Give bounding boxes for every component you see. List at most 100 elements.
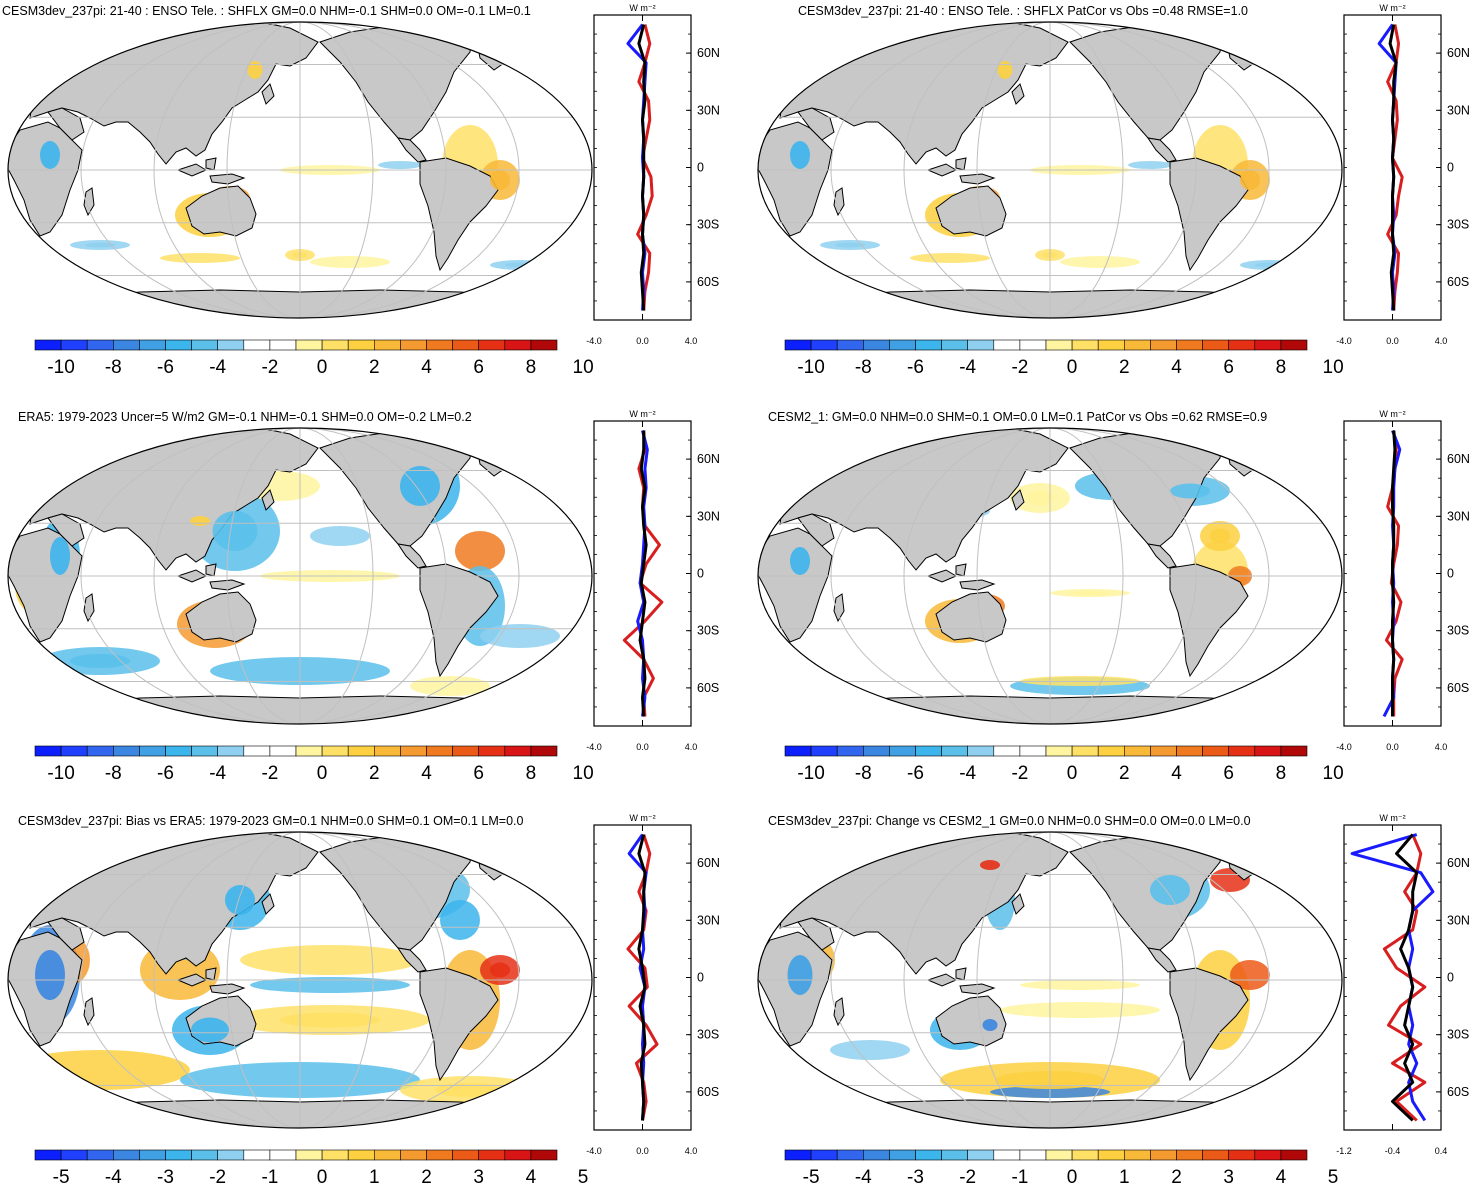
x-tick-label: -4.0: [586, 742, 602, 752]
land-mass: [185, 591, 257, 643]
land-mass: [261, 489, 275, 511]
shading-patch: [858, 32, 882, 48]
colorbar: -10 -8 -6 -4 -2 0 2 4 6 8 10: [784, 745, 1344, 784]
colorbar-cell: [86, 745, 114, 757]
colorbar-cell: [373, 339, 401, 351]
colorbar-cell: [400, 339, 427, 351]
x-tick-label: 0.0: [636, 336, 649, 346]
shading-patch: [310, 256, 390, 268]
colorbar-cell: [993, 1149, 1021, 1161]
lat-tick-label: 30S: [697, 1028, 719, 1042]
colorbar-cell: [347, 745, 375, 757]
land-mass: [935, 185, 1007, 237]
lon-line: [1049, 22, 1197, 318]
lon-line: [226, 428, 301, 724]
lon-line: [903, 832, 1051, 1128]
x-tick-label: 0.4: [1435, 1146, 1448, 1156]
colorbar-cell: [1097, 745, 1125, 757]
lon-line: [153, 832, 301, 1128]
shading-patch: [480, 624, 560, 648]
colorbar-cell: [1123, 1149, 1151, 1161]
shading-patch: [1000, 1002, 1160, 1018]
shading-patch: [440, 900, 480, 940]
colorbar-label: -5: [53, 1167, 70, 1187]
land-shading: [190, 516, 210, 526]
map: [7, 427, 593, 725]
graticule: [8, 832, 592, 1128]
land-mass: [205, 967, 217, 981]
land-mass: [955, 967, 967, 981]
colorbar-label: 4: [526, 1167, 537, 1187]
colorbar-cell: [243, 745, 271, 757]
unit-label: W m⁻²: [629, 409, 655, 419]
colorbar-cell: [452, 745, 480, 757]
colorbar-cell: [452, 1149, 480, 1161]
series-black-line: [637, 24, 647, 311]
series-black-line: [1391, 430, 1397, 717]
land-mass: [83, 997, 95, 1027]
lat-tick-label: 0: [1447, 161, 1454, 175]
land-mass: [83, 593, 95, 623]
lon-line: [299, 428, 447, 724]
graticule: [758, 832, 1342, 1128]
land-mass: [1169, 563, 1249, 678]
land-mass: [797, 513, 835, 547]
series-red-line: [626, 834, 659, 1121]
colorbar-cell: [191, 745, 219, 757]
lon-line: [903, 22, 1051, 318]
x-tick-label: 4.0: [685, 336, 698, 346]
colorbar-cell: [504, 1149, 532, 1161]
lat-tick-label: 30N: [1447, 509, 1470, 523]
colorbar-label: 10: [1323, 357, 1344, 378]
shading-patch: [830, 1040, 910, 1060]
shading-patch: [1060, 256, 1140, 268]
colorbar-cell: [373, 745, 401, 757]
lat-tick-label: 60N: [1447, 452, 1470, 466]
colorbar: -5 -4 -3 -2 -1 0 1 2 3 4 5: [34, 1149, 589, 1187]
colorbar-cell: [784, 339, 812, 351]
colorbar-cell: [1097, 339, 1125, 351]
colorbar-cell: [1150, 1149, 1177, 1161]
lon-line: [1049, 832, 1270, 1128]
colorbar-label: 0: [1067, 357, 1078, 378]
lat-tick-label: 30N: [697, 509, 720, 523]
lat-tick-label: 30S: [697, 218, 719, 232]
colorbar-cell: [1045, 1149, 1073, 1161]
land-mass: [1011, 489, 1025, 511]
colorbar-cell: [530, 339, 558, 351]
colorbar-cell: [863, 339, 890, 351]
land-shading: [790, 141, 810, 169]
lat-tick-label: 0: [697, 161, 704, 175]
colorbar-cell: [1123, 745, 1151, 757]
lon-line: [1049, 428, 1270, 724]
colorbar-cell: [113, 745, 140, 757]
colorbar: -10 -8 -6 -4 -2 0 2 4 6 8 10: [784, 339, 1344, 378]
shading-patch: [1230, 841, 1270, 869]
land-shading: [400, 466, 440, 506]
lat-tick-label: 60N: [1447, 46, 1470, 60]
map-border: [7, 831, 593, 1129]
colorbar-cell: [478, 339, 506, 351]
land-mass: [955, 563, 967, 577]
zonal-profile: W m⁻² 60N 30N 0 30S 60S -4.0 0.0 4.0: [586, 813, 720, 1156]
colorbar-cell: [478, 1149, 506, 1161]
colorbar-label: -4: [959, 357, 976, 378]
land-shading: [982, 1019, 998, 1031]
series-black-line: [637, 834, 647, 1121]
series-black-line: [1391, 833, 1419, 1122]
colorbar-cell: [1176, 745, 1203, 757]
x-tick-label: -0.4: [1385, 1146, 1401, 1156]
colorbar-cell: [86, 1149, 114, 1161]
colorbar-label: 0: [317, 763, 328, 784]
colorbar-cell: [321, 339, 349, 351]
colorbar-label: 2: [1171, 1167, 1182, 1187]
colorbar-cell: [1019, 1149, 1047, 1161]
series-red-line: [636, 24, 654, 311]
lon-line: [1049, 832, 1197, 1128]
zonal-profile: W m⁻² 60N 30N 0 30S 60S -4.0 0.0 4.0: [586, 3, 720, 346]
lon-line: [830, 22, 1051, 318]
zonal-profile: W m⁻² 60N 30N 0 30S 60S -4.0 0.0 4.0: [1336, 409, 1470, 752]
colorbar-label: 5: [578, 1167, 589, 1187]
lon-line: [153, 428, 301, 724]
colorbar-label: 4: [1171, 763, 1182, 784]
